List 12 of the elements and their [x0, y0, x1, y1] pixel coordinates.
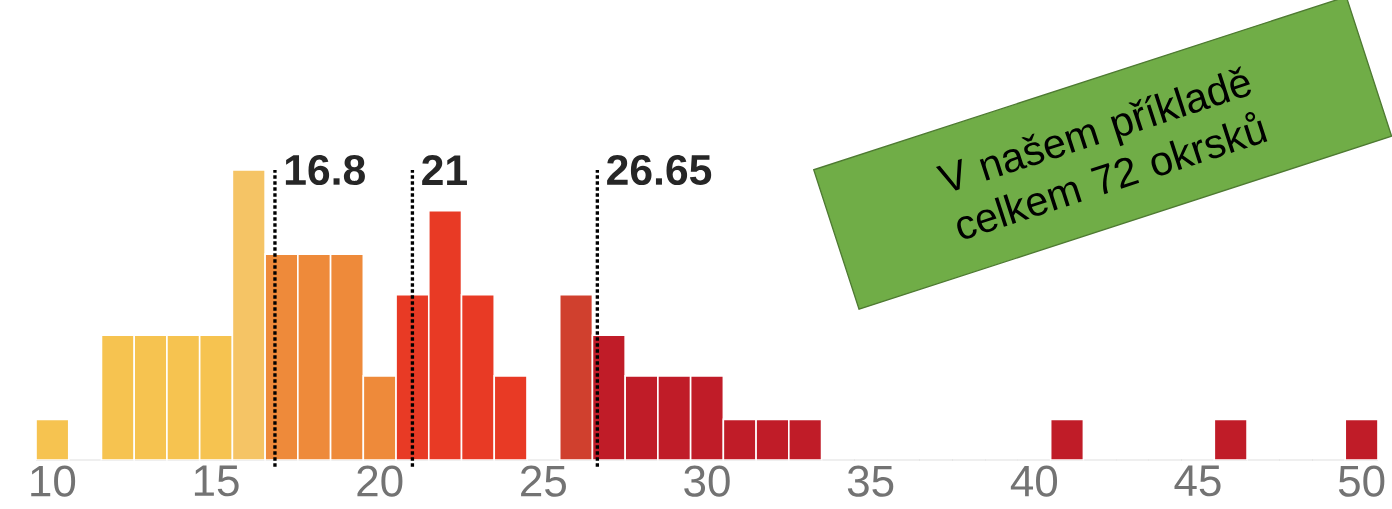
- x-tick-label: 40: [1010, 465, 1058, 497]
- ref-line-label: 26.65: [607, 154, 712, 186]
- ref-line-label: 16.8: [285, 154, 365, 186]
- ref-line-label: 21: [422, 155, 467, 185]
- x-tick-label: 30: [684, 465, 730, 497]
- x-tick-label: 10: [31, 465, 76, 497]
- x-tick-label: 45: [1174, 465, 1221, 497]
- x-tick-label: 25: [521, 465, 566, 497]
- x-tick-label: 35: [847, 465, 894, 497]
- x-tick-label: 15: [194, 465, 239, 497]
- x-tick-label: 20: [357, 465, 403, 497]
- x-tick-label: 50: [1338, 465, 1385, 497]
